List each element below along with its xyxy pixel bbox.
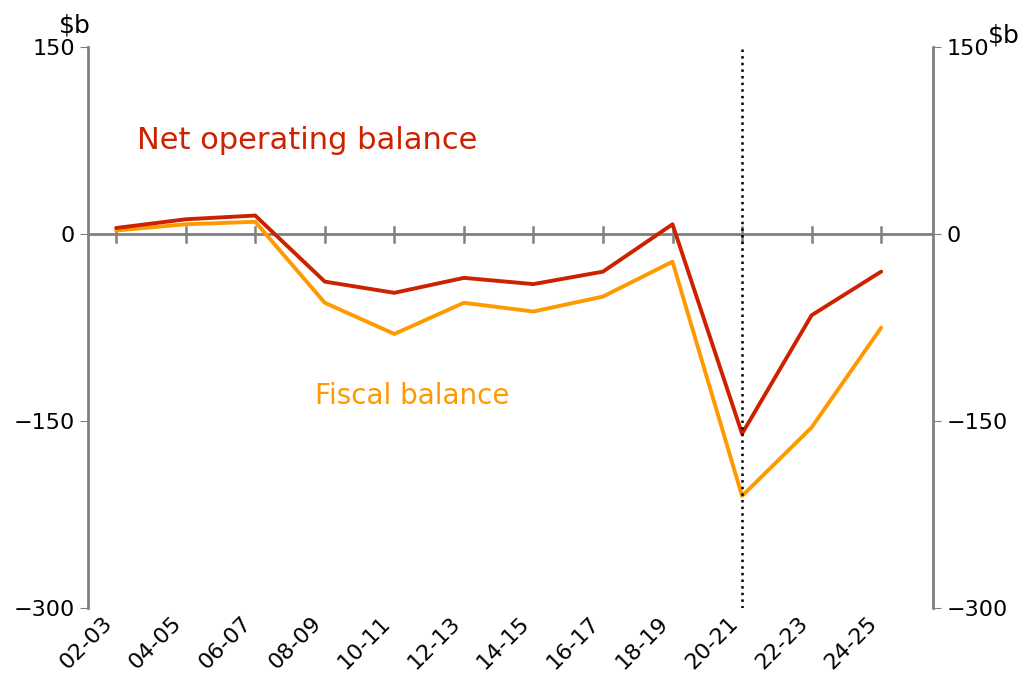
Text: Fiscal balance: Fiscal balance xyxy=(314,382,509,410)
Text: $b: $b xyxy=(59,13,91,37)
Text: Net operating balance: Net operating balance xyxy=(137,126,477,155)
Text: $b: $b xyxy=(989,23,1020,47)
